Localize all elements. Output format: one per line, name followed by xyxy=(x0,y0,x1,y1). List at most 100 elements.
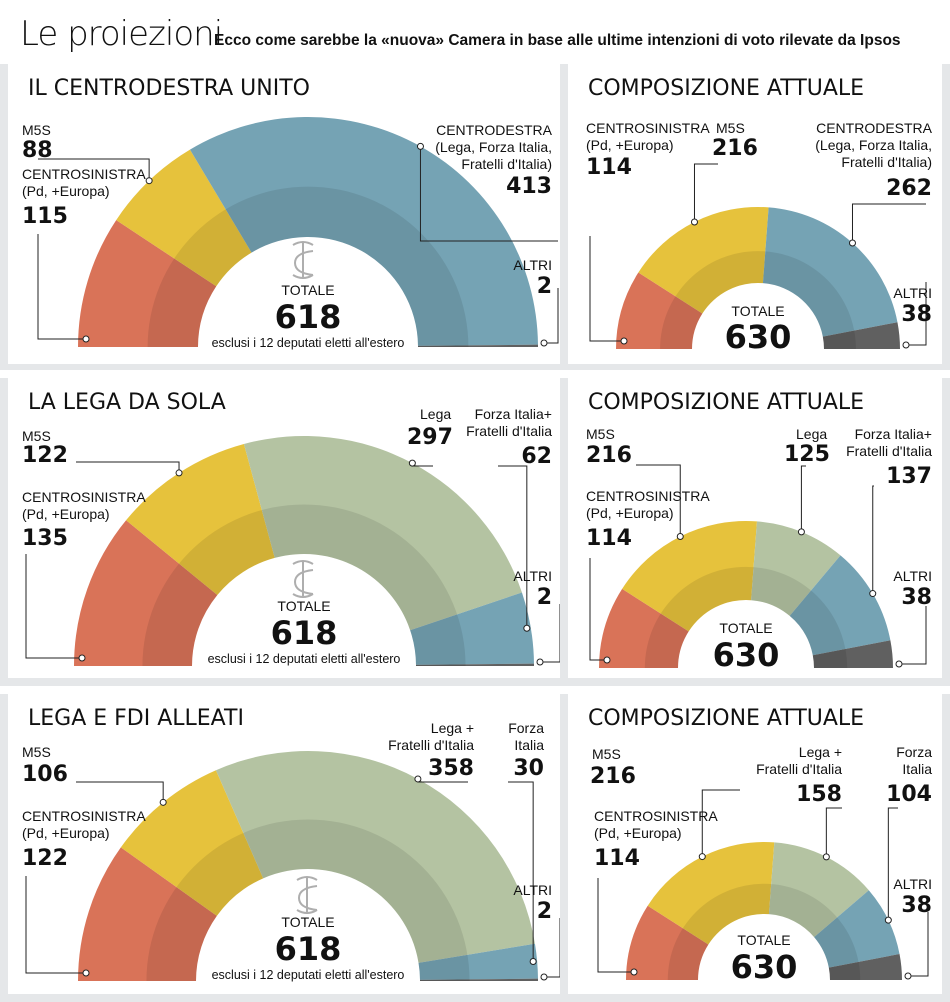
label-fi-fdi: Forza Italia+ xyxy=(474,406,552,422)
leader-dot xyxy=(822,853,830,861)
value-lega-fdi: 358 xyxy=(428,756,474,781)
hemicycle-chart xyxy=(589,163,927,349)
label-m5s: M5S xyxy=(716,120,745,136)
label-centrodestra: CENTRODESTRA xyxy=(436,122,552,138)
label-m5s: M5S xyxy=(22,122,51,138)
leader-dot xyxy=(82,969,90,977)
value-m5s: 216 xyxy=(586,443,632,468)
slice-altri xyxy=(812,640,893,668)
leader-line xyxy=(906,282,927,346)
total-label: TOTALE xyxy=(719,620,773,636)
label-altri: ALTRI xyxy=(513,882,552,898)
label-centrodestra-detail-2: Fratelli d'Italia) xyxy=(841,154,932,170)
label-fi-fdi-detail: Fratelli d'Italia xyxy=(846,443,932,459)
slice-altri xyxy=(417,344,538,347)
label-centrosinistra: CENTROSINISTRA xyxy=(22,166,146,182)
inner-shade-band xyxy=(667,883,861,980)
leader-line xyxy=(544,918,560,978)
leader-dot xyxy=(416,142,424,150)
value-centrosinistra: 114 xyxy=(586,526,632,551)
panel-composizione-attuale-1: COMPOSIZIONE ATTUALE TOTALE 630 CENTROSI… xyxy=(568,64,942,364)
label-m5s: M5S xyxy=(586,426,615,442)
value-forza-italia: 30 xyxy=(513,756,544,781)
value-altri: 38 xyxy=(901,585,932,610)
total-value: 618 xyxy=(274,930,342,968)
value-fi-fdi: 62 xyxy=(521,444,552,469)
slice-lega-fdi xyxy=(215,751,535,963)
leader-dot xyxy=(414,775,422,783)
hemicycle-chart xyxy=(589,464,927,668)
value-m5s: 216 xyxy=(712,136,758,161)
label-lega: Lega xyxy=(796,426,828,442)
label-lega: Lega xyxy=(420,406,452,422)
value-altri: 38 xyxy=(901,302,932,327)
leader-dot xyxy=(869,590,877,598)
leader-dot xyxy=(848,239,856,247)
total-label: TOTALE xyxy=(281,914,335,930)
slice-m5s xyxy=(647,842,775,945)
leader-line xyxy=(899,606,927,665)
inner-shade-band xyxy=(142,504,466,666)
slice-m5s xyxy=(638,207,769,314)
leader-dot xyxy=(690,218,698,226)
leader-line xyxy=(498,465,528,629)
label-centrodestra: CENTRODESTRA xyxy=(816,120,932,136)
total-value: 618 xyxy=(270,614,338,652)
value-centrodestra: 262 xyxy=(886,176,932,201)
value-centrosinistra: 114 xyxy=(594,846,640,871)
panel-title: IL CENTRODESTRA UNITO xyxy=(28,76,310,101)
total-note: esclusi i 12 deputati eletti all'estero xyxy=(211,336,405,350)
label-centrodestra-detail: (Lega, Forza Italia, xyxy=(435,139,552,155)
leader-line xyxy=(589,236,624,342)
leader-line xyxy=(508,781,534,962)
leader-dot xyxy=(620,337,628,345)
value-altri: 2 xyxy=(536,585,552,610)
value-lega: 297 xyxy=(407,425,453,450)
slice-centrosinistra xyxy=(599,588,689,668)
label-centrosinistra-detail: (Pd, +Europa) xyxy=(586,137,674,153)
leader-dot xyxy=(529,957,537,965)
leader-dot xyxy=(536,658,544,666)
leader-line xyxy=(693,163,718,222)
label-altri: ALTRI xyxy=(513,568,552,584)
leader-line xyxy=(25,554,82,659)
leader-dot xyxy=(698,853,706,861)
leader-line xyxy=(419,146,558,242)
leader-dot xyxy=(159,798,167,806)
value-centrosinistra: 114 xyxy=(586,155,632,180)
value-lega: 125 xyxy=(784,442,830,467)
slice-centrosinistra xyxy=(78,220,217,347)
leader-dot xyxy=(78,654,86,662)
total-value: 630 xyxy=(724,318,792,356)
slice-lega xyxy=(243,436,522,631)
label-altri: ALTRI xyxy=(513,257,552,273)
slice-m5s xyxy=(120,770,264,916)
leader-line xyxy=(825,807,842,857)
value-m5s: 106 xyxy=(22,762,68,787)
leader-line xyxy=(872,485,874,594)
leader-dot xyxy=(676,533,684,541)
hemicycle-chart xyxy=(597,789,929,980)
slice-centrosinistra xyxy=(626,905,709,980)
leader-dot xyxy=(408,459,416,467)
value-m5s: 88 xyxy=(22,138,53,163)
label-lega-fdi: Lega + xyxy=(430,720,474,736)
inner-shade-band xyxy=(644,566,848,668)
label-centrosinistra-detail: (Pd, +Europa) xyxy=(22,506,110,522)
slice-centrodestra xyxy=(189,117,538,346)
value-centrosinistra: 122 xyxy=(22,846,68,871)
leader-dot xyxy=(540,973,548,981)
panel-composizione-attuale-3: COMPOSIZIONE ATTUALE TOTALE 630 M5S 216 … xyxy=(568,694,942,994)
chamber-emblem-icon xyxy=(285,239,321,283)
leader-dot xyxy=(902,341,910,349)
leader-dot xyxy=(175,469,183,477)
panel-scenario-lega-da-sola: LA LEGA DA SOLA TOTALE 618 esclusi i 12 … xyxy=(8,378,560,678)
slice-lega xyxy=(751,521,841,616)
leader-line xyxy=(76,461,180,473)
label-centrosinistra-detail: (Pd, +Europa) xyxy=(594,825,682,841)
slice-m5s xyxy=(622,521,757,632)
total-value: 630 xyxy=(712,636,780,674)
label-forza-italia: Forza xyxy=(508,720,544,736)
panel-title: COMPOSIZIONE ATTUALE xyxy=(588,706,865,731)
panel-composizione-attuale-2: COMPOSIZIONE ATTUALE TOTALE 630 M5S 216 … xyxy=(568,378,942,678)
